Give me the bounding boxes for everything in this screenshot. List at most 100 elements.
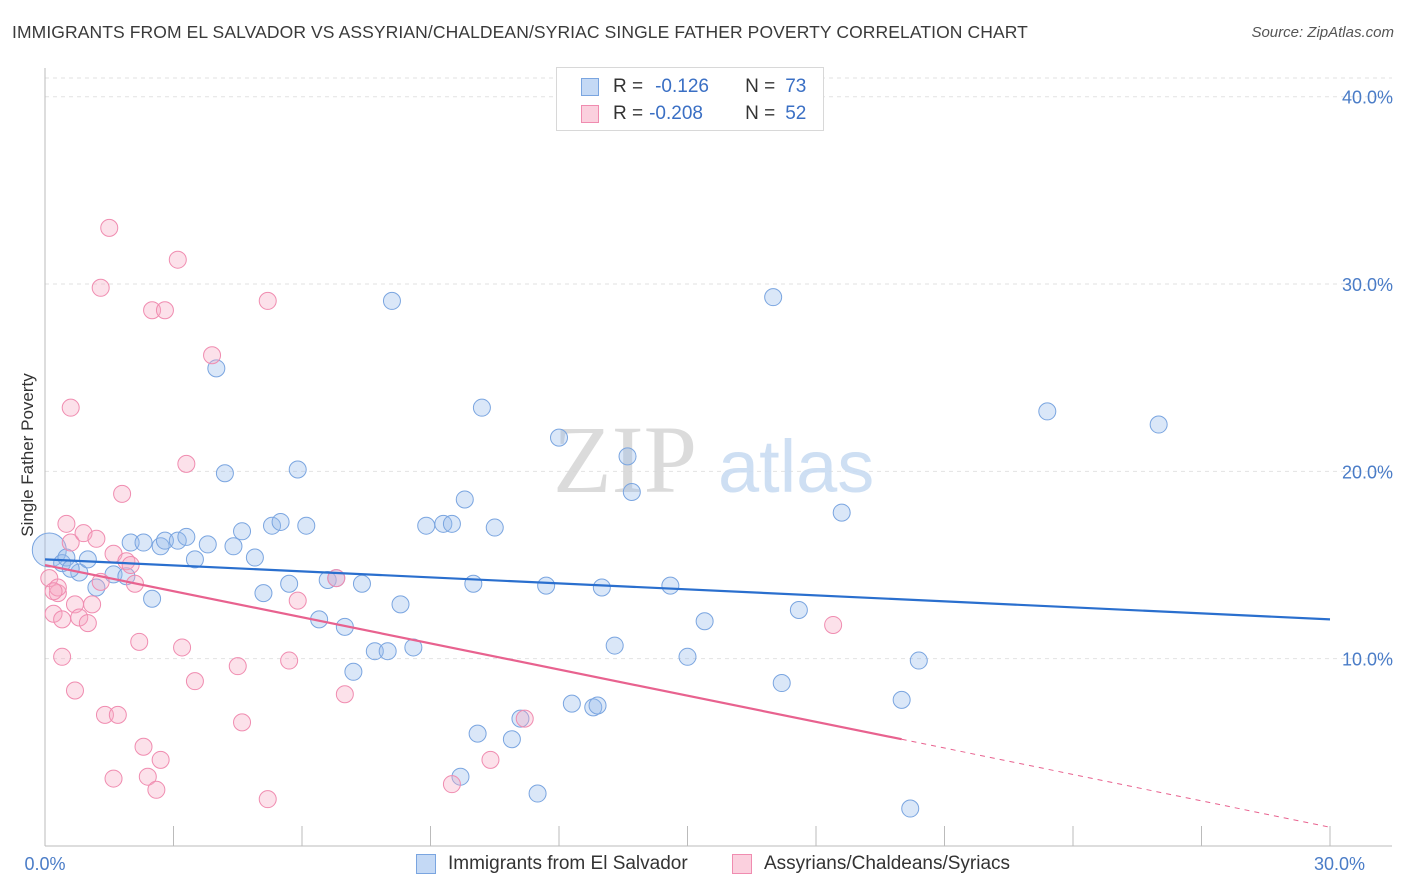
point-el-salvador (550, 428, 568, 447)
point-assyrian (155, 301, 174, 320)
grid-lines (45, 77, 1392, 660)
point-assyrian (824, 615, 843, 634)
point-el-salvador (280, 574, 299, 593)
point-el-salvador (832, 503, 851, 522)
point-assyrian (442, 775, 461, 794)
legend-swatch-blue (581, 78, 599, 96)
point-assyrian (44, 582, 63, 601)
source-credit: Source: ZipAtlas.com (1251, 24, 1394, 41)
point-assyrian (53, 647, 72, 666)
bottom-legend-label: Assyrians/Chaldeans/Syriacs (764, 853, 1011, 874)
watermark-zip: ZIP (553, 406, 697, 513)
axes (44, 68, 1392, 847)
point-assyrian (288, 591, 307, 610)
point-el-salvador (772, 674, 791, 693)
point-el-salvador (254, 584, 273, 603)
point-el-salvador (485, 518, 504, 537)
point-assyrian (481, 750, 500, 769)
point-el-salvador (378, 642, 397, 661)
trend-lines (44, 558, 1331, 828)
point-assyrian (143, 301, 162, 320)
point-el-salvador (789, 600, 808, 619)
point-el-salvador (472, 398, 491, 417)
point-el-salvador (892, 690, 911, 709)
y-tick-label: 40.0% (1342, 88, 1393, 108)
point-el-salvador (185, 550, 204, 569)
point-assyrian (44, 604, 63, 623)
point-el-salvador (233, 522, 252, 541)
point-el-salvador (562, 694, 581, 713)
point-el-salvador (622, 482, 641, 501)
legend-row-series1: R = -0.126 N = 73 (581, 74, 806, 100)
point-el-salvador (382, 291, 401, 310)
point-assyrian (61, 398, 80, 417)
point-el-salvador (1149, 415, 1168, 434)
legend-n-label: N = (745, 76, 776, 97)
watermark: ZIP atlas (553, 406, 874, 513)
point-assyrian (65, 681, 84, 700)
point-el-salvador (764, 288, 783, 307)
point-el-salvador (464, 574, 483, 593)
point-el-salvador (695, 612, 714, 631)
point-assyrian (228, 657, 247, 676)
point-el-salvador (417, 516, 436, 535)
point-el-salvador (344, 662, 363, 681)
y-tick-label: 10.0% (1342, 650, 1393, 670)
x-tick-label: 30.0% (1314, 854, 1365, 874)
bottom-legend-swatch-blue (416, 854, 436, 874)
legend-n-label: N = (745, 103, 776, 124)
point-el-salvador (168, 531, 187, 550)
legend-r-label: R = (613, 76, 644, 97)
point-assyrian (147, 780, 166, 799)
point-assyrian (104, 769, 123, 788)
point-el-salvador (245, 548, 264, 567)
legend-swatch-pink (581, 105, 599, 123)
point-el-salvador (155, 531, 174, 550)
point-el-salvador (57, 548, 76, 567)
legend-n-value: 73 (785, 76, 807, 97)
point-assyrian (258, 790, 277, 809)
bottom-legend-series1: Immigrants from El Salvador (416, 852, 688, 876)
point-assyrian (121, 556, 140, 575)
point-assyrian (100, 218, 119, 237)
bottom-legend-swatch-pink (732, 854, 752, 874)
point-el-salvador (605, 636, 624, 655)
point-assyrian (70, 608, 89, 627)
point-el-salvador (271, 512, 290, 531)
point-el-salvador (288, 460, 307, 479)
point-assyrian (91, 278, 110, 297)
point-assyrian (87, 529, 106, 548)
bottom-legend-series2: Assyrians/Chaldeans/Syriacs (732, 852, 1010, 876)
data-points (31, 218, 1168, 818)
point-el-salvador (134, 533, 153, 552)
point-el-salvador (352, 574, 371, 593)
point-assyrian (280, 651, 299, 670)
point-el-salvador (442, 514, 461, 533)
point-el-salvador (224, 537, 243, 556)
point-assyrian (515, 709, 534, 728)
point-el-salvador (588, 696, 607, 715)
point-el-salvador (468, 724, 487, 743)
point-el-salvador (502, 730, 521, 749)
point-assyrian (95, 705, 114, 724)
tick-labels: 10.0% 20.0% 30.0% 40.0% 0.0% 30.0% (24, 88, 1393, 874)
point-assyrian (233, 713, 252, 732)
point-el-salvador (909, 651, 928, 670)
y-tick-label: 20.0% (1342, 462, 1393, 482)
trend-line-assyrian-extension (901, 738, 1331, 828)
point-el-salvador (455, 490, 474, 509)
point-el-salvador (198, 535, 217, 554)
point-el-salvador (177, 527, 196, 546)
point-assyrian (203, 346, 222, 365)
point-assyrian (134, 737, 153, 756)
point-el-salvador (618, 447, 637, 466)
point-el-salvador (391, 595, 410, 614)
point-el-salvador (592, 578, 611, 597)
point-assyrian (151, 750, 170, 769)
point-assyrian (78, 614, 97, 633)
bottom-legend-label: Immigrants from El Salvador (448, 853, 688, 874)
point-el-salvador (537, 576, 556, 595)
point-assyrian (130, 632, 149, 651)
point-el-salvador (678, 647, 697, 666)
